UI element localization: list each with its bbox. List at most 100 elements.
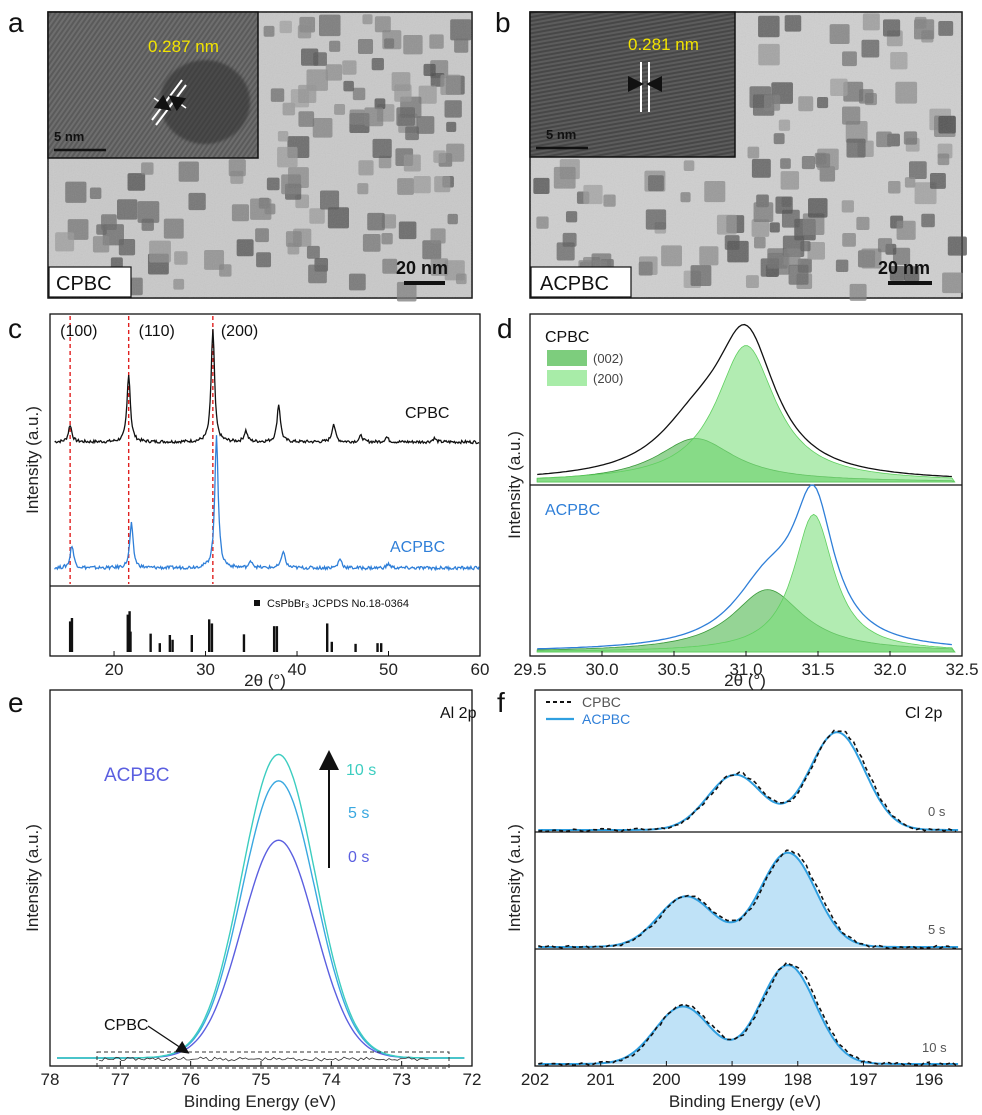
al-tick-label: 77 — [111, 1070, 130, 1089]
peak-index-label: (100) — [60, 323, 97, 340]
xrd-tick-label: 30 — [196, 660, 215, 679]
cl-tick-label: 202 — [521, 1070, 549, 1089]
fit-tick-label: 31.0 — [729, 660, 762, 679]
xrd-y-axis-label: Intensity (a.u.) — [23, 406, 42, 514]
panel-d: d CPBC ACPBC (002) (200) 29.5 30.0 30.5 31.… — [497, 313, 979, 690]
xrd-trace-cpbc — [54, 328, 480, 445]
fit-tick-label: 30.5 — [657, 660, 690, 679]
inset-scale-b: 5 nm — [546, 127, 576, 142]
series-label-acpbc: ACPBC — [390, 539, 445, 556]
panel-label-c: c — [8, 313, 22, 344]
xrd-x-axis-label: 2θ (°) — [244, 671, 286, 690]
fit-peak-200 — [536, 345, 956, 483]
panel-label-b: b — [495, 7, 511, 38]
trend-label-0s: 0 s — [348, 849, 369, 866]
xrd-trace-acpbc — [54, 435, 480, 572]
cl-tick-label: 201 — [587, 1070, 615, 1089]
peak-index-label: (110) — [139, 323, 175, 340]
fit-envelope-cpbc — [537, 323, 952, 478]
al-tick-label: 72 — [463, 1070, 482, 1089]
sample-label-a: CPBC — [56, 273, 112, 295]
fit-envelope-acpbc — [537, 484, 952, 650]
panel-c: c (100) (110) (200) CPBC ACPBC CsPbBr₃ JCP… — [8, 313, 489, 690]
panel-b: b 0.281 nm 5 nm ACPBC 20 nm — [495, 7, 967, 301]
legend-swatch-200 — [547, 370, 587, 386]
fit-tick-label: 32.5 — [945, 660, 978, 679]
cpbc-baseline-box — [96, 1051, 450, 1069]
al-tick-label: 74 — [322, 1070, 341, 1089]
panel-label-f: f — [497, 687, 505, 718]
xrd-plot-frame — [49, 313, 481, 657]
fit-y-axis-label: Intensity (a.u.) — [505, 431, 524, 539]
lattice-spacing-a: 0.287 nm — [148, 37, 219, 56]
panel-f: f CPBC ACPBC Cl 2p 0 s 5 s 10 s 202 201 20… — [497, 687, 963, 1111]
cl-tick-label: 198 — [784, 1070, 812, 1089]
time-label-10s: 10 s — [922, 1040, 947, 1055]
scale-label-a: 20 nm — [396, 258, 448, 278]
al-tick-label: 73 — [392, 1070, 411, 1089]
reference-legend-label: CsPbBr₃ JCPDS No.18-0364 — [267, 598, 409, 610]
lattice-spacing-b: 0.281 nm — [628, 35, 699, 54]
xrd-tick-label: 60 — [471, 660, 490, 679]
legend-label-002: (002) — [593, 351, 623, 366]
legend-label-cpbc: CPBC — [582, 694, 621, 710]
xrd-tick-label: 40 — [288, 660, 307, 679]
reference-legend-marker — [254, 600, 260, 606]
al-y-axis-label: Intensity (a.u.) — [23, 824, 42, 932]
panel-label-d: d — [497, 313, 513, 344]
fit-tick-label: 31.5 — [801, 660, 834, 679]
fit-label-cpbc: CPBC — [545, 329, 589, 346]
cl-tick-label: 197 — [849, 1070, 877, 1089]
cl-trace-cpbc-5s — [538, 849, 957, 950]
series-label-cpbc: CPBC — [405, 405, 449, 422]
panel-e: e Al 2p ACPBC 10 s 5 s 0 s CPBC 78 77 76 75… — [8, 687, 481, 1111]
cl-tick-label: 199 — [718, 1070, 746, 1089]
legend-label-200: (200) — [593, 371, 623, 386]
al-tick-label: 75 — [252, 1070, 271, 1089]
cl-trace-acpbc-0s — [538, 731, 959, 831]
sample-label-b: ACPBC — [540, 273, 609, 295]
fit-x-axis-label: 2θ (°) — [724, 671, 766, 690]
al-trace-10s — [57, 753, 465, 1059]
panel-label-a: a — [8, 7, 24, 38]
fit-label-acpbc: ACPBC — [545, 502, 600, 519]
cl-fill-10s — [538, 965, 959, 1064]
scale-label-b: 20 nm — [878, 258, 930, 278]
panel-label-e: e — [8, 687, 24, 718]
legend-swatch-002 — [547, 350, 587, 366]
peak-index-label: (200) — [221, 323, 258, 340]
al-plot-frame — [49, 689, 473, 1067]
tem-image-cpbc: 0.287 nm 5 nm CPBC 20 nm — [47, 11, 473, 302]
xrd-tick-label: 20 — [105, 660, 124, 679]
al-x-axis-label: Binding Energy (eV) — [184, 1092, 336, 1111]
cl-trace-cpbc-10s — [538, 961, 957, 1067]
cl-y-axis-label: Intensity (a.u.) — [505, 824, 524, 932]
cl-title: Cl 2p — [905, 705, 942, 722]
panel-a: a 0.287 nm 5 nm CPBC 20 nm — [8, 7, 473, 302]
trend-label-10s: 10 s — [346, 762, 376, 779]
cpbc-note-arrow — [147, 1025, 190, 1054]
inset-scale-a: 5 nm — [54, 129, 84, 144]
trend-label-5s: 5 s — [348, 805, 369, 822]
cpbc-note: CPBC — [104, 1017, 148, 1034]
cl-tick-label: 200 — [652, 1070, 680, 1089]
fit-tick-label: 32.0 — [873, 660, 906, 679]
time-label-0s: 0 s — [928, 804, 946, 819]
time-label-5s: 5 s — [928, 922, 946, 937]
al-title: Al 2p — [440, 705, 477, 722]
fit-tick-label: 29.5 — [513, 660, 546, 679]
al-tick-label: 78 — [41, 1070, 60, 1089]
fit-tick-label: 30.0 — [585, 660, 618, 679]
al-sample-label: ACPBC — [104, 765, 169, 786]
cl-x-axis-label: Binding Energy (eV) — [669, 1092, 821, 1111]
cl-tick-label: 196 — [915, 1070, 943, 1089]
cl-fill-5s — [538, 852, 959, 947]
fit-peak-200 — [536, 513, 956, 653]
al-tick-label: 76 — [181, 1070, 200, 1089]
cl-plot-frame — [534, 689, 963, 1067]
legend-label-acpbc: ACPBC — [582, 711, 630, 727]
cl-trace-cpbc-0s — [538, 729, 957, 833]
al-trace-cpbc — [99, 1056, 429, 1062]
xrd-tick-label: 50 — [379, 660, 398, 679]
